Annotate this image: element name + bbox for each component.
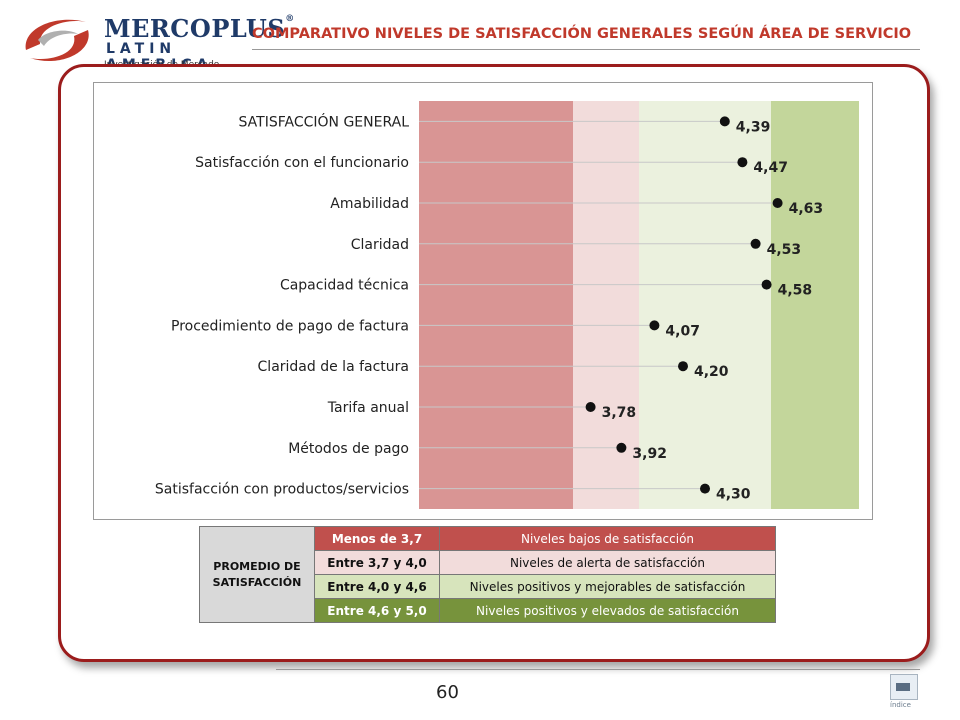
value-label-2: 4,63: [789, 201, 824, 217]
legend-range-1: Entre 3,7 y 4,0: [314, 550, 440, 575]
category-label-1: Satisfacción con el funcionario: [195, 155, 409, 171]
footer-divider: [276, 669, 920, 670]
value-label-7: 3,78: [602, 405, 637, 421]
title-divider: [252, 49, 920, 50]
value-label-9: 4,30: [716, 487, 751, 503]
chart-container: SATISFACCIÓN GENERAL 4,39 Satisfacción con…: [93, 82, 873, 520]
category-label-6: Claridad de la factura: [258, 359, 409, 375]
value-label-0: 4,39: [736, 119, 771, 135]
value-label-3: 4,53: [767, 242, 802, 258]
legend-table: PROMEDIO DE SATISFACCIÓN Menos de 3,7 Ni…: [199, 526, 776, 623]
brand-name: MERCOPLUS®: [104, 14, 295, 43]
category-label-8: Métodos de pago: [288, 441, 409, 457]
data-point-9: [700, 483, 710, 494]
value-label-4: 4,58: [778, 283, 813, 299]
data-point-2: [772, 198, 783, 208]
index-button[interactable]: índice: [890, 674, 918, 710]
data-point-1: [737, 157, 748, 168]
data-point-6: [678, 361, 688, 372]
data-point-7: [585, 402, 596, 412]
data-point-4: [761, 279, 772, 290]
band-1: [573, 101, 639, 509]
value-label-1: 4,47: [753, 160, 788, 176]
legend-desc-1: Niveles de alerta de satisfacción: [439, 550, 776, 575]
page-title: COMPARATIVO NIVELES DE SATISFACCIÓN GENE…: [252, 26, 912, 42]
index-icon: [890, 674, 918, 700]
legend-desc-2: Niveles positivos y mejorables de satisf…: [439, 574, 776, 599]
category-label-3: Claridad: [351, 237, 409, 253]
value-label-8: 3,92: [632, 446, 667, 462]
band-2: [639, 101, 771, 509]
satisfaction-chart: SATISFACCIÓN GENERAL 4,39 Satisfacción con…: [155, 101, 859, 509]
category-label-4: Capacidad técnica: [280, 278, 409, 294]
legend-range-3: Entre 4,6 y 5,0: [314, 598, 440, 623]
category-label-2: Amabilidad: [330, 196, 409, 212]
logo-swirl-icon: [25, 19, 89, 62]
index-label: índice: [890, 701, 911, 709]
band-3: [771, 101, 859, 509]
data-point-0: [719, 116, 730, 127]
category-label-0: SATISFACCIÓN GENERAL: [239, 112, 410, 130]
legend-range-2: Entre 4,0 y 4,6: [314, 574, 440, 599]
value-label-6: 4,20: [694, 364, 729, 380]
data-point-8: [616, 442, 627, 453]
legend-desc-0: Niveles bajos de satisfacción: [439, 526, 776, 551]
legend-heading: PROMEDIO DE SATISFACCIÓN: [199, 526, 315, 623]
category-label-9: Satisfacción con productos/servicios: [155, 482, 409, 498]
band-0: [419, 101, 573, 509]
legend-desc-3: Niveles positivos y elevados de satisfac…: [439, 598, 776, 623]
legend-range-0: Menos de 3,7: [314, 526, 440, 551]
data-point-5: [649, 320, 660, 331]
category-label-7: Tarifa anual: [327, 400, 409, 416]
page-number: 60: [436, 682, 459, 703]
value-label-5: 4,07: [665, 323, 700, 339]
mercoplus-logo: MERCOPLUS® LATIN AMERICA Investigación d…: [12, 10, 294, 73]
data-point-3: [750, 238, 761, 249]
category-label-5: Procedimiento de pago de factura: [171, 318, 409, 334]
